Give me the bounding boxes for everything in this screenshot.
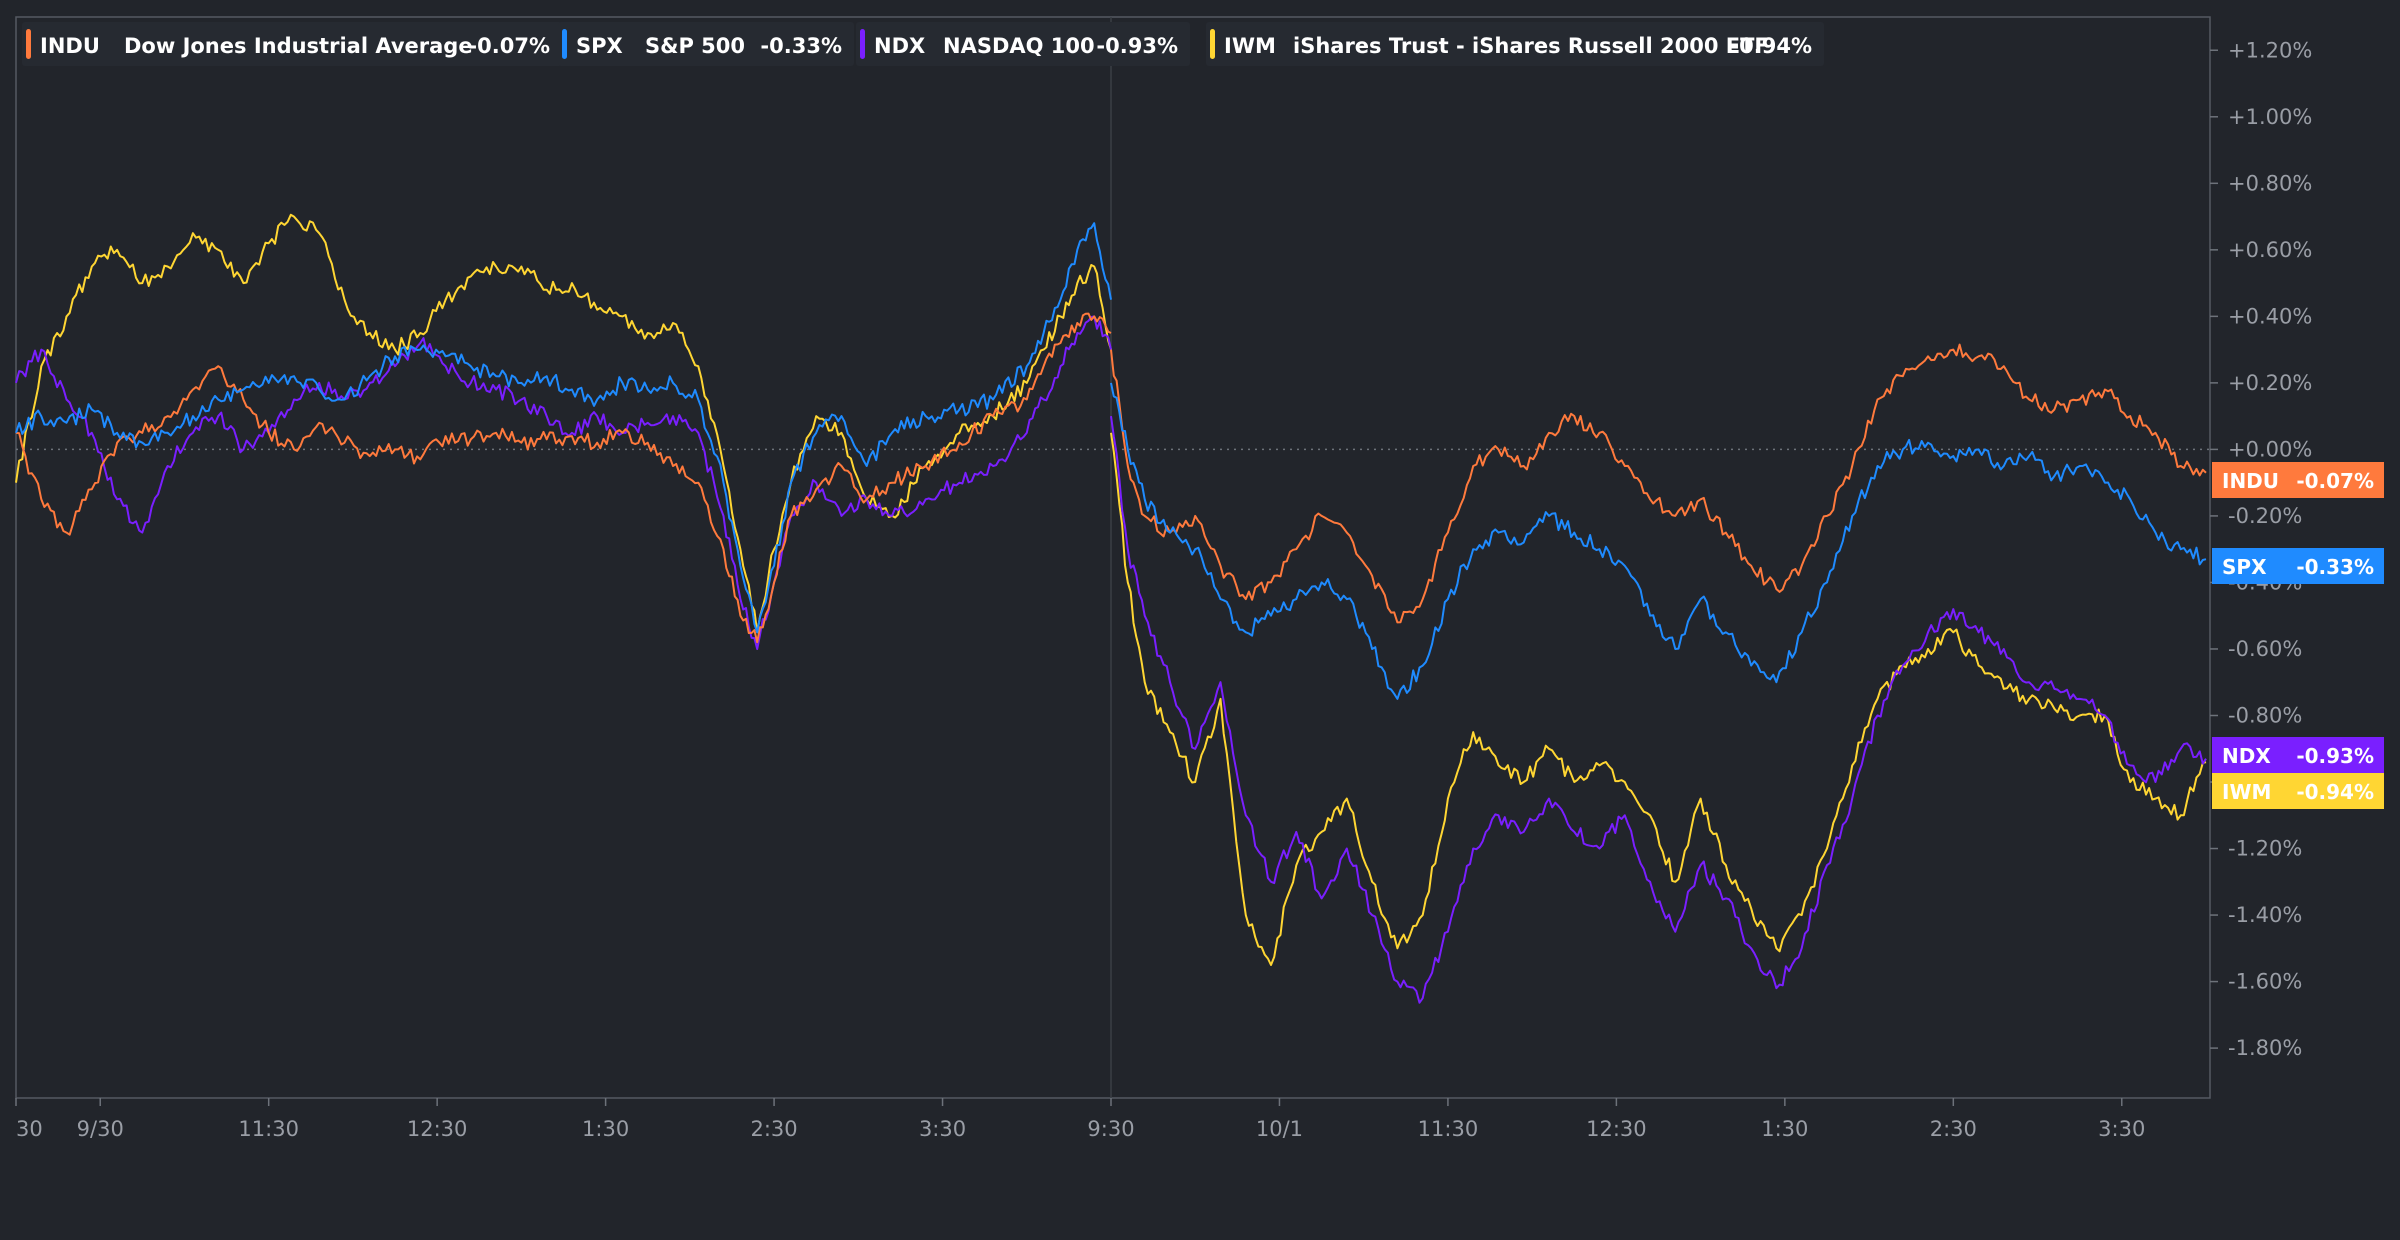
- y-tick-label: +0.20%: [2228, 371, 2312, 395]
- legend: INDU Dow Jones Industrial Average-0.07% SP…: [22, 22, 1824, 66]
- y-tick-label: -0.20%: [2228, 504, 2302, 528]
- legend-item-bg: [1206, 22, 1824, 66]
- series-line-indu: [15, 312, 1112, 644]
- x-tick-label: 10/1: [1256, 1117, 1303, 1141]
- value-tag-symbol: SPX: [2222, 555, 2267, 579]
- y-tick-label: -1.20%: [2228, 837, 2302, 861]
- x-tick-label: 1:30: [582, 1117, 629, 1141]
- legend-change: -0.93%: [1096, 34, 1178, 58]
- legend-name: S&P 500: [645, 34, 745, 58]
- y-tick-label: -1.40%: [2228, 903, 2302, 927]
- x-tick-label: 12:30: [407, 1117, 468, 1141]
- y-tick-label: +0.60%: [2228, 238, 2312, 262]
- value-tag-change: -0.93%: [2296, 744, 2374, 768]
- legend-name: iShares Trust - iShares Russell 2000 ETF: [1293, 34, 1769, 58]
- y-tick-label: +0.00%: [2228, 437, 2312, 461]
- legend-color-swatch: [562, 29, 567, 59]
- x-tick-label: 9:30: [1087, 1117, 1134, 1141]
- value-tag-ndx: [2212, 737, 2384, 773]
- plot-area-border: [15, 16, 2211, 1099]
- y-tick-label: -0.80%: [2228, 703, 2302, 727]
- series-line-spx: [15, 222, 1112, 634]
- legend-symbol: NDX: [874, 34, 925, 58]
- y-tick-label: +0.40%: [2228, 304, 2312, 328]
- y-tick-label: -1.60%: [2228, 970, 2302, 994]
- value-tag-spx: [2212, 548, 2384, 584]
- legend-color-swatch: [860, 29, 865, 59]
- x-tick-label: 30: [16, 1117, 43, 1141]
- value-tag-change: -0.33%: [2296, 555, 2374, 579]
- x-tick-label: 3:30: [919, 1117, 966, 1141]
- legend-item-bg: [856, 22, 1190, 66]
- x-tick-label: 11:30: [238, 1117, 299, 1141]
- legend-symbol: SPX: [576, 34, 623, 58]
- legend-symbol: INDU: [40, 34, 100, 58]
- x-tick-label: 2:30: [1930, 1117, 1977, 1141]
- value-tag-symbol: IWM: [2222, 780, 2271, 804]
- value-tag-symbol: INDU: [2222, 469, 2279, 493]
- legend-change: -0.33%: [760, 34, 842, 58]
- x-axis: 30 9/30 11:30 12:30 1:30 2:30 3:30 9:30 10/1 11:3…: [15, 1098, 2145, 1141]
- legend-name: Dow Jones Industrial Average: [124, 34, 473, 58]
- x-tick-label: 3:30: [2098, 1117, 2145, 1141]
- y-tick-label: +1.20%: [2228, 38, 2312, 62]
- value-tag-change: -0.94%: [2296, 780, 2374, 804]
- last-value-tags: INDU -0.07% SPX -0.33% NDX -0.93% IWM -0.94%: [2212, 462, 2384, 809]
- x-tick-label: 9/30: [77, 1117, 124, 1141]
- value-tag-symbol: NDX: [2222, 744, 2271, 768]
- y-tick-label: -0.60%: [2228, 637, 2302, 661]
- legend-name: NASDAQ 100: [943, 34, 1095, 58]
- value-tag-indu: [2212, 462, 2384, 498]
- series-line-ndx: [15, 315, 1112, 650]
- legend-color-swatch: [1210, 29, 1215, 59]
- series-line-indu: [1110, 343, 2207, 624]
- x-tick-label: 2:30: [750, 1117, 797, 1141]
- x-tick-label: 11:30: [1418, 1117, 1479, 1141]
- value-tag-change: -0.07%: [2296, 469, 2374, 493]
- series-layer: [15, 213, 2207, 1004]
- series-line-iwm: [15, 213, 1112, 634]
- y-tick-label: +1.00%: [2228, 105, 2312, 129]
- y-axis: +1.20% +1.00% +0.80% +0.60% +0.40% +0.20% +0.0…: [2210, 38, 2312, 1060]
- series-line-iwm: [1110, 432, 2207, 966]
- x-tick-label: 1:30: [1761, 1117, 1808, 1141]
- y-tick-label: -1.80%: [2228, 1036, 2302, 1060]
- legend-change: -0.07%: [468, 34, 550, 58]
- x-tick-label: 12:30: [1586, 1117, 1647, 1141]
- legend-symbol: IWM: [1224, 34, 1276, 58]
- y-tick-label: +0.80%: [2228, 171, 2312, 195]
- legend-item-bg: [22, 22, 562, 66]
- legend-item-bg: [558, 22, 854, 66]
- value-tag-iwm: [2212, 773, 2384, 809]
- series-line-ndx: [1110, 415, 2207, 1004]
- legend-color-swatch: [26, 29, 31, 59]
- legend-change: -0.94%: [1730, 34, 1812, 58]
- series-line-spx: [1110, 382, 2207, 700]
